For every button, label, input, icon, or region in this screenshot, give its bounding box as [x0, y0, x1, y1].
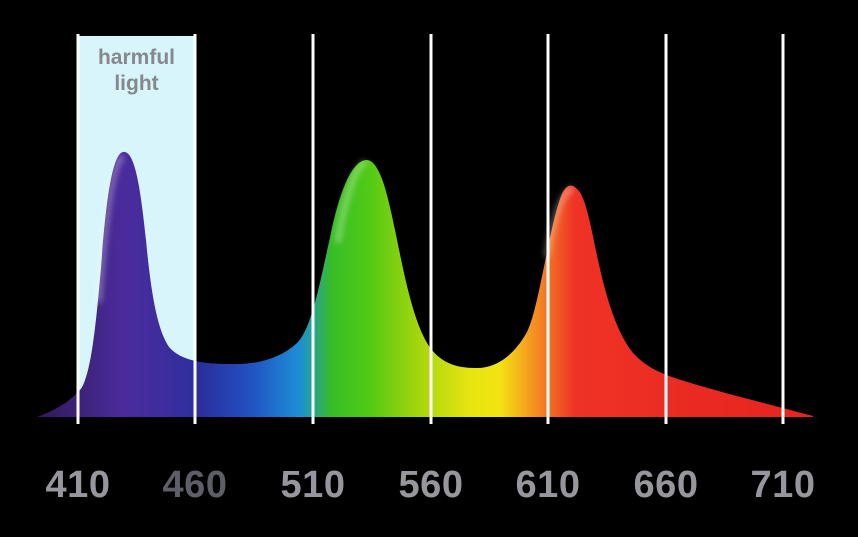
x-tick-560: 560 — [398, 464, 464, 506]
x-tick-510: 510 — [280, 464, 346, 506]
green-peak-highlight — [335, 160, 367, 243]
x-tick-660: 660 — [633, 464, 699, 506]
harmful-light-label: harmful light — [78, 45, 195, 97]
x-tick-710: 710 — [750, 464, 816, 506]
harmful-light-label-line2: light — [114, 72, 159, 95]
spectrum-curve — [37, 151, 813, 417]
x-tick-610: 610 — [515, 464, 581, 506]
harmful-light-label-line1: harmful — [97, 46, 175, 69]
violet-peak-highlight — [96, 155, 124, 303]
x-tick-460: 460 — [162, 464, 228, 506]
x-tick-410: 410 — [45, 464, 111, 506]
